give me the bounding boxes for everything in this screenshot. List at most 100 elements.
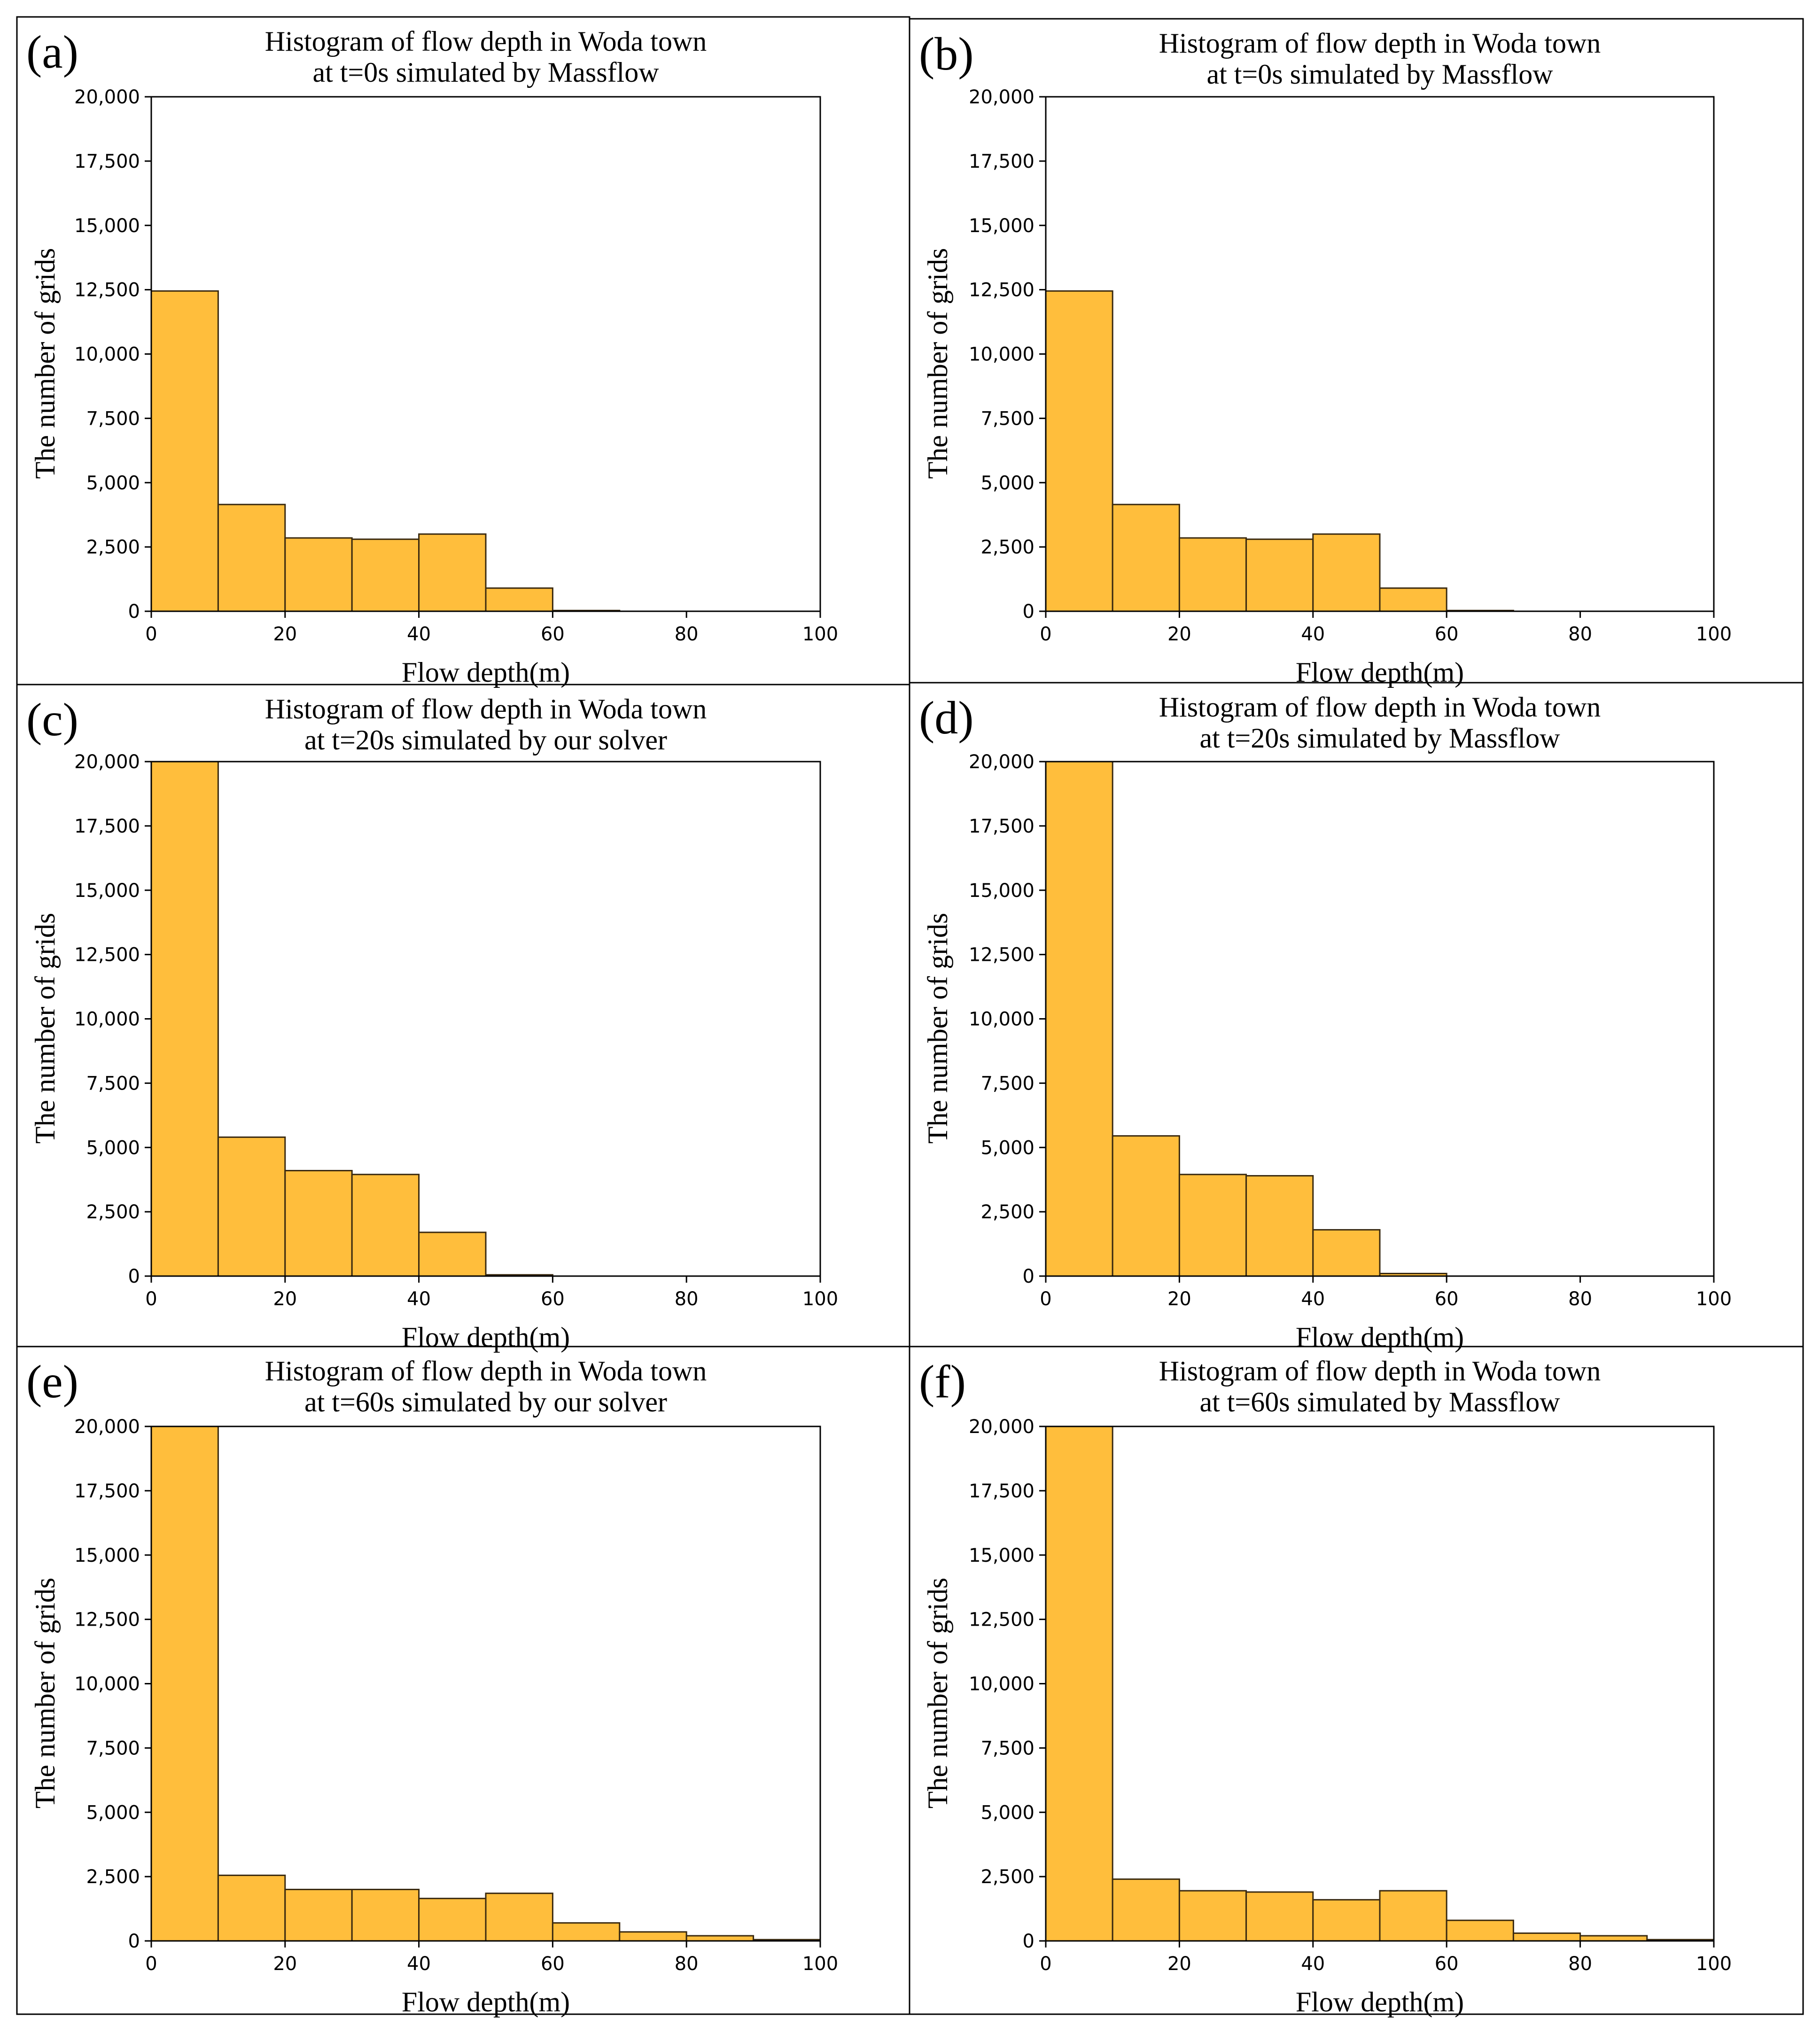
histogram-bar [685, 1935, 754, 1942]
histogram-bar [284, 1170, 353, 1277]
bars [1045, 761, 1447, 1277]
histogram-bar [284, 537, 353, 612]
histogram-bar [1379, 587, 1447, 612]
x-tick-label: 40 [407, 623, 431, 645]
x-tick-label: 40 [407, 1288, 431, 1310]
x-axis-label: Flow depth(m) [1296, 1322, 1464, 1353]
histogram-bar [1045, 1425, 1113, 1942]
x-tick-label: 0 [1040, 623, 1051, 645]
x-tick-label: 80 [1568, 1953, 1592, 1975]
panel-label: (f) [919, 1355, 966, 1408]
y-tick-label: 12,500 [74, 280, 140, 301]
y-tick-label: 2,500 [86, 537, 140, 558]
y-tick-label: 17,500 [74, 1480, 140, 1502]
plot-area-frame [1045, 1425, 1715, 1942]
y-tick-label: 17,500 [74, 816, 140, 837]
chart-title: at t=20s simulated by our solver [304, 724, 667, 756]
y-tick-label: 12,500 [969, 944, 1034, 966]
y-tick-label: 7,500 [86, 1737, 140, 1759]
x-tick-label: 20 [273, 1953, 297, 1975]
x-tick-label: 100 [802, 1953, 838, 1975]
y-tick-label: 2,500 [980, 1201, 1034, 1223]
y-tick-label: 15,000 [969, 1545, 1034, 1566]
histogram-panel-2: 0 20 40 60 80 100 0 2,500 5,000 7,500 10,000 12,500… [909, 18, 1804, 688]
histogram-bar [1512, 1932, 1581, 1942]
plot-area-frame [150, 1425, 821, 1942]
histogram-bar [1245, 1891, 1314, 1942]
histogram-bar [418, 1231, 487, 1277]
histogram-bar [217, 504, 286, 612]
x-tick-label: 40 [1301, 623, 1325, 645]
y-tick-label: 15,000 [969, 880, 1034, 902]
x-axis-label: Flow depth(m) [1296, 1986, 1464, 2017]
y-tick-label: 20,000 [969, 751, 1034, 773]
y-tick-label: 15,000 [74, 880, 140, 902]
x-tick-label: 80 [675, 623, 699, 645]
x-axis-label: Flow depth(m) [402, 1986, 570, 2017]
histogram-bar [552, 1922, 621, 1942]
chart-title: at t=20s simulated by Massflow [1199, 723, 1560, 754]
histogram-bar [1045, 761, 1113, 1277]
y-tick-label: 17,500 [969, 816, 1034, 837]
histogram-bar [1379, 1890, 1447, 1942]
x-tick-label: 40 [407, 1953, 431, 1975]
histogram-bar [1045, 290, 1113, 612]
y-tick-label: 0 [128, 1266, 140, 1287]
x-tick-label: 20 [1167, 1288, 1191, 1310]
histogram-panel-5: 0 20 40 60 80 100 0 2,500 5,000 7,500 10,000 12,500… [16, 1346, 910, 2017]
panel-frame [909, 1346, 1804, 2015]
panel-label: (e) [26, 1355, 78, 1408]
x-tick-label: 20 [273, 1288, 297, 1310]
y-tick-label: 7,500 [86, 1073, 140, 1094]
histogram-bar [1178, 537, 1247, 612]
y-tick-label: 10,000 [74, 1674, 140, 1695]
y-tick-label: 5,000 [980, 472, 1034, 494]
bars [1045, 290, 1514, 612]
x-axis-label: Flow depth(m) [402, 1322, 570, 1353]
panel-label: (c) [26, 693, 78, 746]
y-tick-label: 15,000 [74, 1545, 140, 1566]
y-tick-label: 7,500 [980, 1737, 1034, 1759]
y-axis-label: The number of grids [30, 248, 61, 479]
histogram-bar [351, 1174, 420, 1277]
histogram-panel-4: 0 20 40 60 80 100 0 2,500 5,000 7,500 10,000 12,500… [909, 682, 1804, 1353]
y-tick-label: 0 [128, 1931, 140, 1952]
y-tick-label: 12,500 [74, 944, 140, 966]
y-tick-label: 20,000 [74, 86, 140, 108]
histogram-panel-6: 0 20 40 60 80 100 0 2,500 5,000 7,500 10,000 12,500… [909, 1346, 1804, 2017]
bars [150, 1425, 821, 1942]
histogram-bar [1312, 1229, 1381, 1277]
histogram-bar [150, 761, 219, 1277]
histogram-bar [1178, 1890, 1247, 1942]
histogram-panel-1: 0 20 40 60 80 100 0 2,500 5,000 7,500 10,000 12,500… [16, 16, 910, 688]
x-tick-label: 80 [1568, 623, 1592, 645]
bars [150, 761, 553, 1277]
y-tick-label: 17,500 [969, 1480, 1034, 1502]
histogram-bar [284, 1889, 353, 1942]
histogram-bar [418, 533, 487, 612]
y-tick-label: 17,500 [74, 151, 140, 172]
histogram-bar [217, 1874, 286, 1942]
chart-title: Histogram of flow depth in Woda town [265, 1355, 707, 1386]
histogram-bar [351, 538, 420, 612]
x-tick-label: 0 [145, 1953, 157, 1975]
x-tick-label: 20 [1167, 623, 1191, 645]
chart-title: Histogram of flow depth in Woda town [1159, 28, 1601, 59]
chart-title: at t=60s simulated by our solver [304, 1386, 667, 1418]
histogram-bar [1446, 1919, 1514, 1942]
x-tick-label: 80 [1568, 1288, 1592, 1310]
y-tick-label: 12,500 [969, 280, 1034, 301]
histogram-bar [1245, 1175, 1314, 1277]
histogram-bar [485, 587, 553, 612]
histogram-bar [1112, 1135, 1180, 1277]
x-tick-label: 0 [145, 623, 157, 645]
y-axis-label: The number of grids [922, 1578, 953, 1809]
y-tick-label: 20,000 [74, 751, 140, 773]
bars [1045, 1425, 1715, 1942]
y-tick-label: 2,500 [980, 537, 1034, 558]
chart-title: at t=0s simulated by Massflow [312, 57, 659, 88]
x-tick-label: 40 [1301, 1288, 1325, 1310]
y-tick-label: 2,500 [86, 1201, 140, 1223]
x-tick-label: 60 [541, 623, 565, 645]
chart-title: Histogram of flow depth in Woda town [265, 26, 707, 57]
